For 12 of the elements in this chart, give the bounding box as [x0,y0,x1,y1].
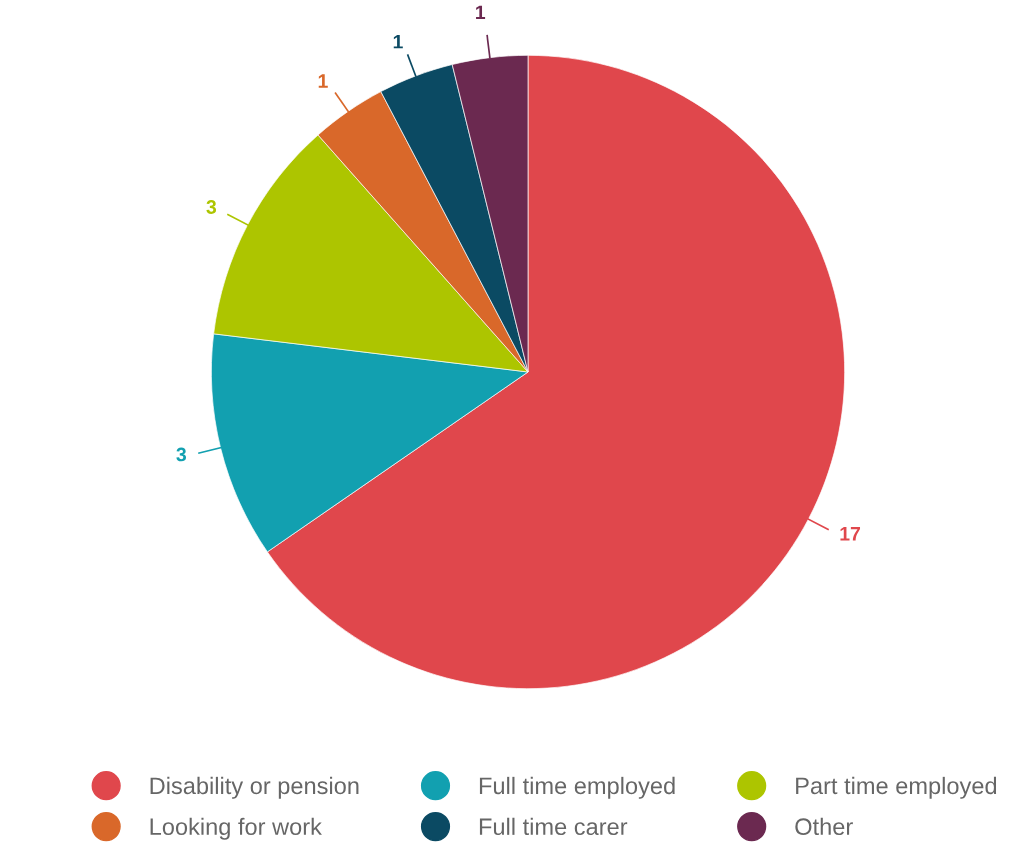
legend-label: Looking for work [150,817,322,840]
legend-label: Disability or pension [150,776,359,799]
data-label: 1 [476,5,486,20]
data-label: 17 [840,527,861,541]
data-label: 1 [318,74,328,88]
legend-label: Full time employed [479,776,675,799]
legend-label: Part time employed [796,776,997,799]
legend-label: Full time carer [479,817,628,836]
data-label: 3 [176,447,187,462]
legend-label: Other [795,817,853,836]
data-label: 1 [393,34,403,49]
data-label: 3 [206,200,217,214]
